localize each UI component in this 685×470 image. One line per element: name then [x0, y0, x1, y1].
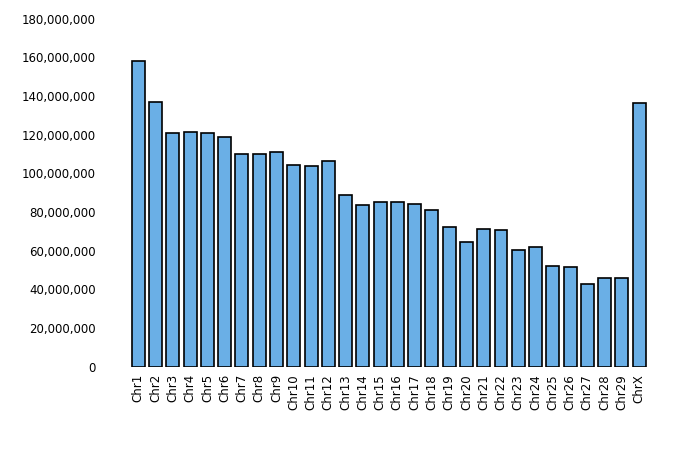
Bar [339, 195, 352, 367]
Bar [512, 250, 525, 367]
Bar [356, 205, 369, 367]
Bar [219, 137, 231, 367]
Bar [184, 132, 197, 367]
Bar [270, 152, 283, 367]
Bar [477, 229, 490, 367]
Bar [149, 102, 162, 367]
Bar [443, 227, 456, 367]
Bar [460, 242, 473, 367]
Bar [305, 165, 318, 367]
Bar [287, 164, 300, 367]
Bar [547, 266, 559, 367]
Bar [391, 203, 404, 367]
Bar [425, 210, 438, 367]
Bar [598, 278, 611, 367]
Bar [581, 283, 594, 367]
Bar [201, 133, 214, 367]
Bar [529, 247, 542, 367]
Bar [633, 103, 645, 367]
Bar [236, 154, 249, 367]
Bar [253, 154, 266, 367]
Bar [373, 203, 386, 367]
Bar [166, 133, 179, 367]
Bar [408, 204, 421, 367]
Bar [132, 61, 145, 367]
Bar [495, 230, 508, 367]
Bar [615, 278, 628, 367]
Bar [322, 161, 335, 367]
Bar [564, 267, 577, 367]
